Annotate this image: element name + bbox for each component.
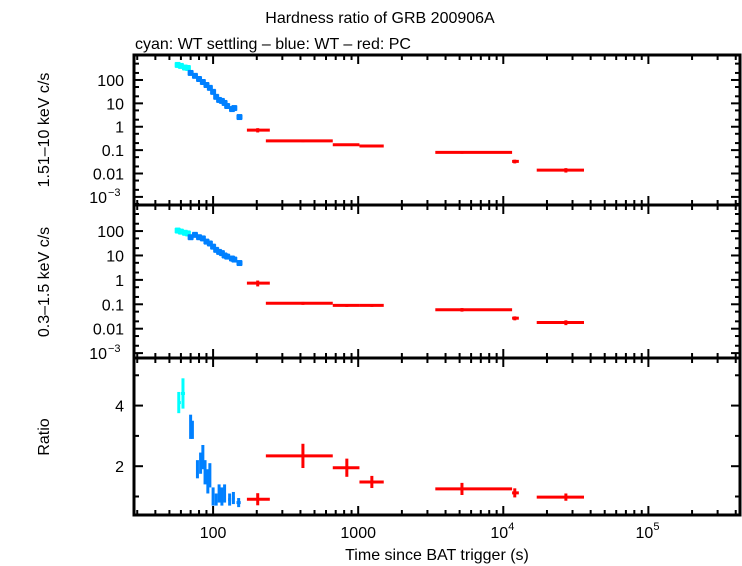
data-point (223, 484, 227, 503)
y-tick-label: 100 (97, 73, 124, 90)
data-point (210, 243, 217, 250)
x-tick-label: 10 (635, 525, 653, 542)
y-axis-label-hard: 1.51–10 keV c/s (36, 73, 53, 188)
data-point (210, 88, 217, 95)
y-tick-label: 0.1 (102, 297, 124, 314)
x-tick-label-exponent: 4 (508, 521, 514, 533)
data-point (435, 482, 513, 495)
y-tick-label-exponent: −3 (108, 343, 121, 355)
data-point (332, 143, 360, 147)
data-point (512, 159, 519, 164)
y-tick-label: 1 (115, 120, 124, 137)
y-axis-label-soft: 0.3–1.5 keV c/s (36, 227, 53, 337)
data-point (246, 280, 270, 287)
x-tick-label: 10 (490, 525, 508, 542)
panel-frame (132, 203, 742, 360)
data-point (435, 308, 513, 312)
data-point (184, 65, 191, 72)
y-tick-label: 2 (115, 459, 124, 476)
data-point (231, 105, 238, 112)
y-tick-label: 10 (89, 346, 107, 363)
y-tick-label: 0.01 (93, 322, 124, 339)
data-point (199, 452, 203, 474)
data-point (246, 493, 270, 506)
data-point (236, 260, 243, 267)
data-point (214, 493, 218, 506)
data-point (203, 460, 207, 485)
y-tick-label: 1 (115, 273, 124, 290)
chart-subtitle: cyan: WT settling – blue: WT – red: PC (135, 36, 411, 53)
data-point (512, 488, 519, 498)
data-point (211, 487, 215, 506)
data-point (265, 301, 333, 305)
data-point (177, 391, 181, 414)
data-point (236, 498, 241, 508)
data-point (201, 444, 205, 470)
data-point (536, 168, 585, 173)
y-tick-label: 10 (106, 96, 124, 113)
y-tick-label: 10 (106, 248, 124, 265)
data-point (206, 469, 210, 494)
y-tick-label: 100 (97, 224, 124, 241)
y-tick-label: 4 (115, 399, 124, 416)
x-axis-label: Time since BAT trigger (s) (345, 547, 529, 564)
x-tick-label: 100 (200, 525, 227, 542)
data-point (435, 150, 513, 154)
data-point (206, 240, 213, 247)
data-point (191, 72, 198, 79)
data-point (228, 493, 232, 506)
data-point (206, 84, 213, 91)
x-tick-label-exponent: 5 (653, 521, 659, 533)
data-point (208, 463, 212, 488)
y-axis-label-ratio: Ratio (36, 418, 53, 455)
data-point (536, 320, 585, 326)
data-point (236, 114, 243, 121)
y-tick-label: 10 (89, 190, 107, 207)
data-point (217, 484, 221, 503)
data-point (180, 378, 185, 409)
data-point (231, 256, 238, 263)
data-point (224, 103, 231, 110)
y-tick-label: 0.01 (93, 167, 124, 184)
data-point (332, 458, 360, 477)
data-point (536, 493, 585, 501)
data-point (265, 443, 333, 469)
data-point (359, 144, 384, 148)
data-point (199, 235, 206, 242)
data-point (359, 475, 384, 489)
data-point (220, 487, 224, 506)
data-point (265, 139, 333, 143)
panel-frame (132, 53, 742, 207)
chart-title: Hardness ratio of GRB 200906A (265, 10, 495, 27)
y-tick-label: 0.1 (102, 143, 124, 160)
x-tick-label: 1000 (340, 525, 376, 542)
data-point (199, 78, 206, 85)
data-point (512, 316, 519, 321)
data-point (246, 128, 270, 133)
data-point (195, 460, 199, 479)
data-point (359, 303, 384, 307)
data-point (332, 303, 360, 307)
data-point (231, 491, 235, 505)
y-tick-label-exponent: −3 (108, 187, 121, 199)
data-point (190, 420, 194, 439)
